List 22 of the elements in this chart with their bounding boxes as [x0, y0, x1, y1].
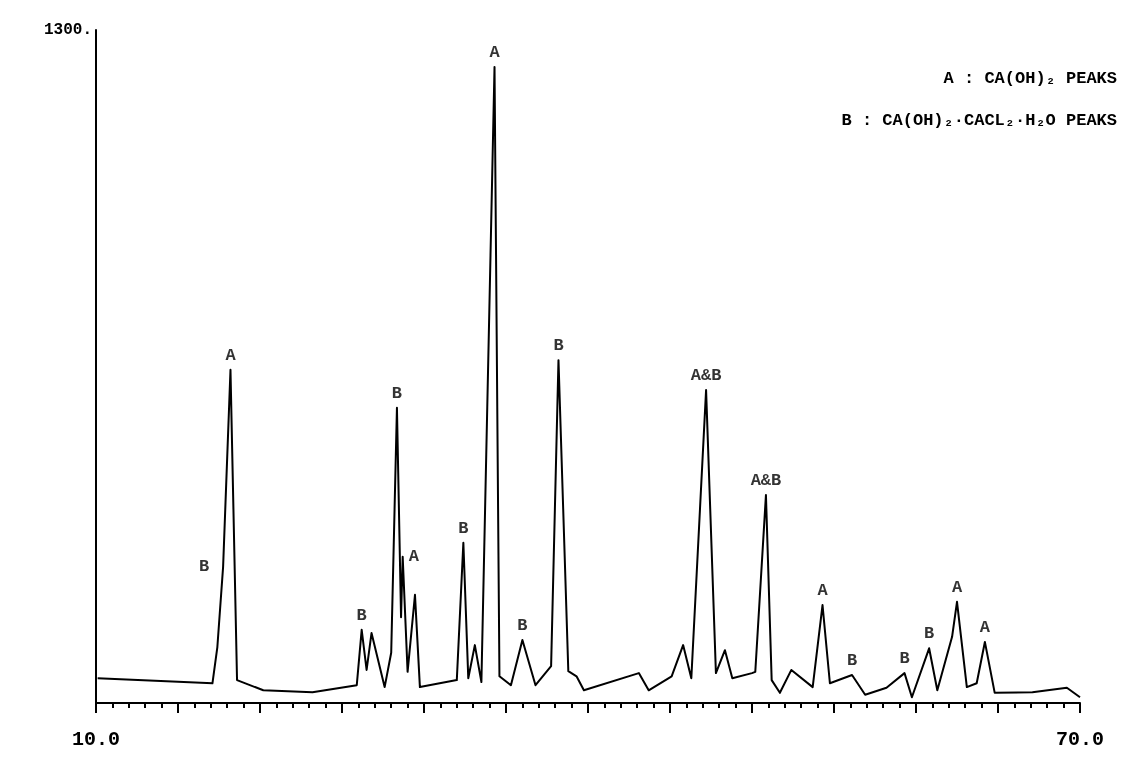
annotation: B — [899, 649, 910, 669]
annotation: A — [408, 547, 420, 567]
x-tick-label: 70.0 — [1055, 727, 1105, 751]
annotation: A&B — [750, 470, 782, 490]
annotation: B — [198, 557, 210, 577]
annotation: A — [951, 577, 963, 597]
y-axis-title: 1300. — [43, 21, 92, 39]
annotation: B : CA(OH)₂·CACL₂·H₂O PEAKS — [841, 111, 1118, 130]
annotation: B — [846, 651, 858, 671]
annotation: A — [817, 581, 829, 601]
x-tick-label: 10.0 — [71, 727, 121, 751]
annotation: B — [553, 336, 564, 356]
annotation: B — [458, 518, 469, 538]
annotation: A&B — [690, 366, 722, 386]
annotation: B — [517, 616, 528, 636]
annotation: A : CA(OH)₂ PEAKS — [943, 69, 1118, 88]
annotation: B — [356, 605, 367, 625]
annotation: A — [225, 345, 237, 365]
annotation: A — [979, 617, 991, 637]
annotation: B — [391, 383, 403, 403]
annotation: B — [924, 624, 935, 644]
annotation: A — [489, 42, 501, 62]
